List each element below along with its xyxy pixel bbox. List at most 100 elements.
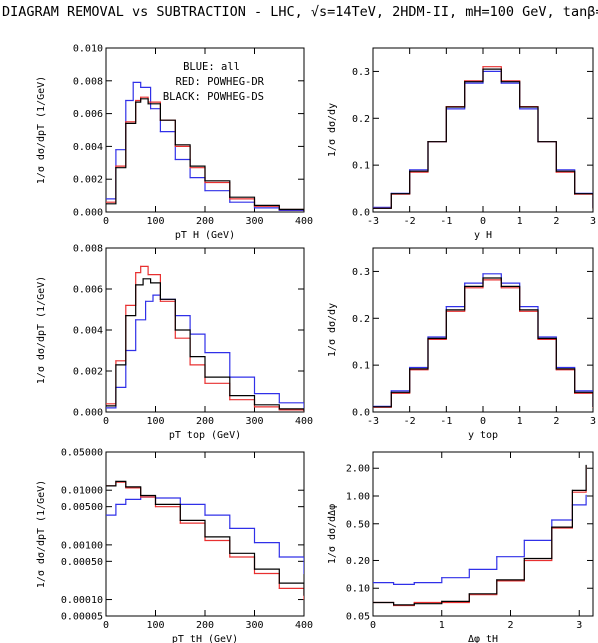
data-point-all bbox=[278, 556, 280, 558]
data-point-powheg-ds bbox=[303, 594, 304, 596]
data-point-all bbox=[500, 82, 502, 84]
data-point-powheg-dr bbox=[555, 171, 557, 173]
x-tick-label: -2 bbox=[404, 216, 416, 227]
data-point-all bbox=[393, 583, 395, 586]
data-point-powheg-ds bbox=[500, 285, 502, 287]
data-point-powheg-dr bbox=[204, 181, 206, 184]
x-tick-label: 200 bbox=[196, 416, 214, 427]
data-point-all bbox=[551, 519, 553, 521]
data-point-powheg-ds bbox=[523, 557, 525, 560]
data-point-powheg-ds bbox=[174, 329, 176, 331]
data-point-all bbox=[303, 572, 304, 575]
data-point-powheg-ds bbox=[204, 376, 206, 378]
data-point-all bbox=[115, 149, 117, 151]
data-point-powheg-ds bbox=[373, 601, 374, 604]
data-point-powheg-dr bbox=[140, 265, 142, 267]
series-line-powheg-ds bbox=[106, 98, 304, 211]
data-point-powheg-ds bbox=[115, 167, 117, 169]
chart-panels: 0 100 200 300 4000.0000.0020.0040.0060.0080.… bbox=[36, 44, 596, 643]
chart-pt-h: 0 100 200 300 400 0.000 0.002 0.004 0.006 0.008 0.… bbox=[36, 44, 313, 242]
data-point-powheg-dr bbox=[154, 506, 157, 508]
data-point-powheg-ds bbox=[555, 368, 557, 370]
figure-title: DIAGRAM REMOVAL vs SUBTRACTION - LHC, √s… bbox=[2, 4, 598, 20]
y-tick-label: 1.00 bbox=[346, 492, 370, 503]
data-point-powheg-dr bbox=[278, 587, 280, 590]
data-point-powheg-ds bbox=[204, 180, 206, 182]
data-point-powheg-dr bbox=[229, 399, 231, 401]
x-tick-label: 100 bbox=[146, 620, 164, 631]
data-point-powheg-ds bbox=[229, 395, 231, 397]
data-point-powheg-dr bbox=[537, 338, 539, 340]
data-point-powheg-ds bbox=[519, 106, 521, 108]
data-point-powheg-ds bbox=[464, 285, 466, 287]
data-point-powheg-dr bbox=[204, 539, 206, 542]
data-point-powheg-ds bbox=[106, 485, 107, 487]
data-point-all bbox=[445, 306, 447, 308]
x-tick-label: 300 bbox=[245, 216, 263, 227]
data-point-powheg-dr bbox=[278, 409, 280, 411]
x-tick-label: 2 bbox=[553, 216, 559, 227]
series-line-powheg-ds bbox=[373, 277, 593, 408]
x-tick-label: 400 bbox=[295, 620, 313, 631]
data-point-all bbox=[585, 494, 587, 496]
series-line-all bbox=[373, 495, 587, 585]
data-point-powheg-ds bbox=[393, 604, 395, 606]
y-tick-label: 0.01000 bbox=[61, 486, 103, 497]
y-tick-label: 0.1 bbox=[352, 361, 370, 372]
plot-frame bbox=[372, 247, 594, 413]
data-point-all bbox=[152, 294, 154, 296]
data-point-powheg-ds bbox=[468, 593, 470, 595]
y-axis-label: 1/σ dσ/dpT (1/GeV) bbox=[36, 76, 47, 184]
data-point-powheg-dr bbox=[253, 406, 256, 408]
x-tick-label: 300 bbox=[245, 620, 263, 631]
y-axis-label: 1/σ dσ/dpT (1/GeV) bbox=[36, 480, 47, 588]
data-point-powheg-ds bbox=[229, 552, 231, 554]
data-point-powheg-ds bbox=[135, 284, 137, 286]
data-point-powheg-ds bbox=[140, 494, 142, 497]
y-tick-label: 0.004 bbox=[73, 326, 103, 337]
y-tick-label: 0.50 bbox=[346, 519, 370, 530]
data-point-powheg-ds bbox=[125, 122, 127, 124]
data-point-powheg-ds bbox=[147, 103, 149, 105]
y-tick-label: 0.05 bbox=[346, 612, 370, 623]
series-line-powheg-ds bbox=[373, 465, 587, 606]
y-tick-label: 0.20 bbox=[346, 556, 370, 567]
y-tick-label: 0.00010 bbox=[61, 595, 103, 606]
data-point-powheg-ds bbox=[445, 309, 447, 311]
data-point-powheg-ds bbox=[409, 170, 411, 172]
chart-pt-th: 0 100 200 300 400 0.00005 0.00010 0.00050 0.0010… bbox=[36, 448, 313, 643]
data-point-powheg-dr bbox=[229, 198, 231, 200]
legend-entry-powheg-dr: RED: POWHEG-DR bbox=[175, 76, 264, 88]
y-tick-label: 0.002 bbox=[73, 367, 103, 378]
data-point-powheg-ds bbox=[115, 364, 117, 366]
data-point-powheg-dr bbox=[159, 300, 161, 302]
x-tick-label: 100 bbox=[146, 416, 164, 427]
data-point-powheg-dr bbox=[106, 403, 107, 405]
data-point-powheg-ds bbox=[585, 464, 587, 466]
x-tick-label: 0 bbox=[480, 416, 486, 427]
data-point-powheg-ds bbox=[154, 503, 157, 505]
y-tick-label: 0.00005 bbox=[61, 612, 103, 623]
y-tick-label: 0.006 bbox=[73, 109, 103, 120]
y-tick-label: 0.010 bbox=[73, 44, 103, 55]
x-tick-label: 1 bbox=[439, 620, 445, 631]
chart-pt-top: 0 100 200 300 400 0.000 0.002 0.004 0.006 0.008 pT… bbox=[36, 244, 313, 442]
data-point-powheg-ds bbox=[537, 141, 539, 143]
y-tick-label: 0.004 bbox=[73, 142, 103, 153]
x-tick-label: -1 bbox=[440, 216, 452, 227]
data-point-powheg-dr bbox=[574, 392, 576, 394]
x-axis-label: Δφ tH bbox=[468, 634, 498, 643]
data-point-all bbox=[106, 198, 107, 200]
x-axis-label: pT tH (GeV) bbox=[172, 634, 238, 643]
data-point-powheg-ds bbox=[390, 391, 392, 393]
data-point-powheg-ds bbox=[496, 579, 498, 581]
data-point-powheg-dr bbox=[115, 360, 117, 362]
data-point-powheg-ds bbox=[390, 193, 392, 195]
data-point-all bbox=[523, 539, 525, 542]
y-axis-label: 1/σ dσ/dpT (1/GeV) bbox=[36, 276, 47, 384]
data-point-all bbox=[125, 498, 127, 500]
y-tick-label: 0.008 bbox=[73, 244, 103, 255]
data-point-powheg-dr bbox=[135, 99, 137, 102]
y-tick-label: 2.00 bbox=[346, 464, 370, 475]
x-tick-label: 0 bbox=[103, 620, 109, 631]
